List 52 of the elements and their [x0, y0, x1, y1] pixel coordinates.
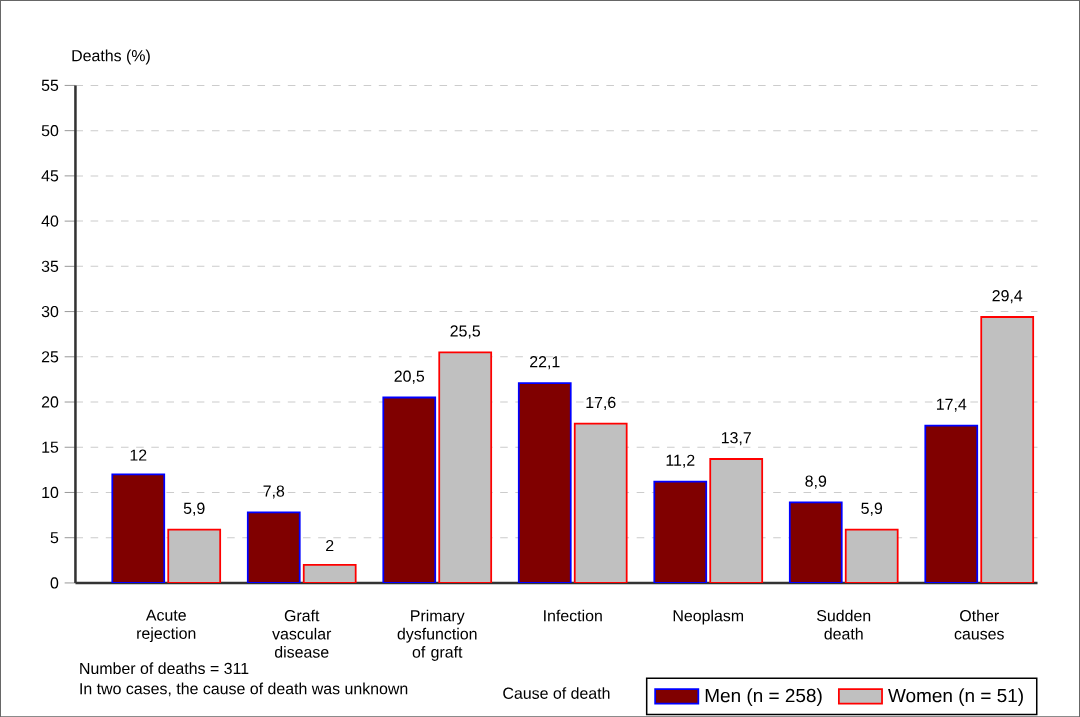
bar	[709, 457, 764, 583]
data-label: 5,9	[861, 502, 883, 516]
bar	[924, 424, 979, 583]
data-label: 7,8	[263, 485, 285, 499]
bar	[382, 396, 437, 583]
x-tick-label: Sudden death	[816, 609, 871, 640]
text: Number of deaths = 311	[80, 662, 249, 674]
data-label: 11,2	[666, 454, 695, 468]
x-tick-label: Neoplasm	[673, 609, 744, 625]
y-tick-label: 5	[50, 531, 59, 544]
data-label: 2	[326, 539, 334, 551]
data-label: 20,5	[394, 370, 425, 384]
y-tick-label: 50	[41, 124, 59, 137]
y-axis-title: Deaths (%)	[72, 49, 150, 65]
bar	[980, 315, 1035, 583]
x-tick-label: Acute rejection	[137, 609, 196, 642]
text: In two cases, the cause of death was unknown	[80, 682, 408, 696]
bar	[653, 480, 708, 583]
x-tick-label: Primary dysfunction of graft	[397, 609, 477, 661]
x-tick-label: Infection	[544, 609, 602, 622]
data-label: 13,7	[721, 431, 751, 446]
data-label: 8,9	[805, 475, 827, 489]
bar	[844, 528, 899, 583]
y-tick-label: 55	[41, 79, 59, 91]
y-tick-label: 30	[41, 305, 59, 318]
data-label: 5,9	[183, 502, 205, 516]
y-tick-label: 35	[41, 260, 59, 272]
x-axis-title: Cause of death	[503, 687, 610, 699]
y-tick-label: 25	[41, 350, 59, 363]
data-label: 25,5	[450, 325, 481, 339]
data-label: 22,1	[530, 355, 560, 370]
y-tick-label: 20	[41, 396, 59, 408]
x-tick-label: Other causes	[954, 609, 1004, 640]
data-label: 17,4	[936, 398, 967, 412]
y-tick-label: 15	[42, 441, 59, 453]
y-tick-label: 40	[41, 215, 59, 227]
bar	[573, 422, 628, 583]
y-tick-label: 10	[42, 486, 59, 498]
legend-label: Men (n = 258)	[705, 688, 822, 706]
data-label: 12	[130, 449, 147, 461]
legend-label: Women (n = 51)	[888, 688, 1023, 706]
y-tick-label: 45	[41, 170, 59, 182]
bar	[167, 528, 222, 583]
bar	[517, 381, 572, 583]
y-tick-label: 0	[50, 577, 59, 589]
bar	[788, 501, 843, 583]
data-label: 29,4	[992, 289, 1023, 304]
bar	[111, 473, 166, 583]
data-label: 17,6	[586, 396, 616, 410]
bar	[246, 511, 301, 583]
bar	[438, 351, 493, 583]
x-tick-label: Graft vascular disease	[272, 609, 332, 658]
